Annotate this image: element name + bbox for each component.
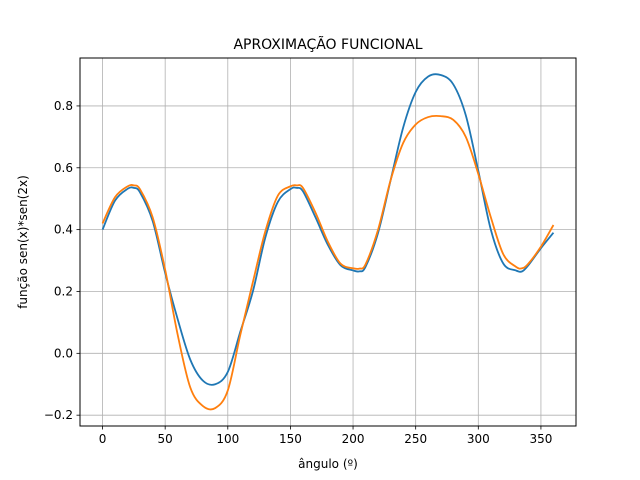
ticks: 0 50 100 150 200 250 300 350 −0.2 0.0 0.2 0.4 0.6 0.8 [44,99,553,446]
x-tick-label: 200 [342,432,365,446]
chart-title: APROXIMAÇÃO FUNCIONAL [233,36,422,53]
x-axis-label: ângulo (º) [298,457,358,471]
y-tick-label: 0.4 [54,223,73,237]
x-tick-label: 50 [158,432,173,446]
y-tick-label: 0.8 [54,99,73,113]
x-tick-label: 100 [216,432,239,446]
y-tick-label: −0.2 [44,408,73,422]
x-tick-label: 150 [279,432,302,446]
plot-frame [79,57,577,427]
x-tick-label: 300 [467,432,490,446]
x-tick-label: 350 [529,432,552,446]
y-tick-label: 0.6 [54,161,73,175]
series-2-line [101,114,555,411]
x-tick-label: 0 [99,432,107,446]
series-layer [101,73,555,411]
y-axis-label: função sen(x)*sen(2x) [16,175,30,309]
y-tick-label: 0.2 [54,284,73,298]
x-tick-label: 250 [404,432,427,446]
y-tick-label: 0.0 [54,346,73,360]
grid [80,58,576,426]
